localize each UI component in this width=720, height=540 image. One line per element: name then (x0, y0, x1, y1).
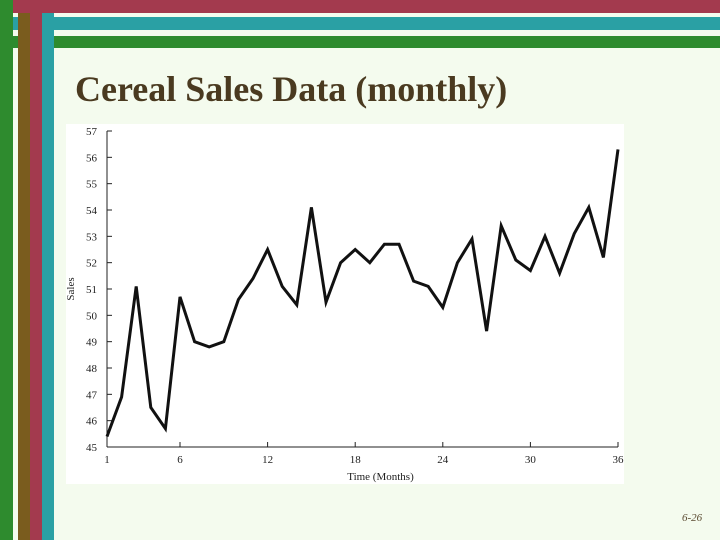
frame-stripe-green-left-overlay (0, 0, 13, 540)
y-tick-label: 46 (86, 416, 98, 428)
sales-series (105, 149, 620, 438)
x-tick-label: 24 (437, 454, 449, 466)
y-tick-label: 56 (86, 152, 98, 164)
x-tick-label: 12 (262, 454, 273, 466)
y-tick-label: 57 (86, 126, 98, 138)
y-tick-label: 54 (86, 205, 98, 217)
x-axis-title: Time (Months) (347, 471, 414, 483)
frame-stripe-teal-top (13, 17, 720, 30)
frame-stripe-olive-left-overlay (18, 13, 30, 540)
sales-line (105, 149, 620, 438)
x-tick-label: 30 (525, 454, 537, 466)
y-tick-label: 52 (86, 258, 97, 270)
y-tick-label: 51 (86, 284, 97, 296)
y-tick-label: 45 (86, 442, 98, 454)
chart-axes (106, 131, 618, 448)
frame-stripe-teal-left-overlay (42, 30, 54, 540)
frame-stripe-red-left-overlay (30, 13, 42, 540)
x-tick-label: 36 (613, 454, 625, 466)
y-axis-title: Sales (66, 277, 77, 300)
x-axis-ticks: 1 6 12 18 24 30 36 (104, 442, 624, 466)
y-tick-label: 55 (86, 179, 98, 191)
y-tick-label: 50 (86, 310, 98, 322)
x-tick-label: 18 (350, 454, 362, 466)
frame-stripe-red-top (0, 0, 720, 13)
y-tick-label: 53 (86, 231, 98, 243)
frame-stripe-green-top (13, 36, 720, 48)
y-tick-label: 49 (86, 337, 98, 349)
y-tick-label: 48 (86, 363, 98, 375)
chart-panel: 45 46 47 48 49 50 51 52 53 54 55 56 57 1 6 12 18 24 30 36 … (66, 124, 624, 484)
x-tick-label: 6 (177, 454, 183, 466)
x-tick-label: 1 (104, 454, 110, 466)
page-number: 6-26 (682, 512, 703, 524)
y-tick-label: 47 (86, 389, 98, 401)
y-axis-ticks: 45 46 47 48 49 50 51 52 53 54 55 56 57 (86, 126, 112, 454)
slide-title: Cereal Sales Data (monthly) (75, 69, 508, 109)
